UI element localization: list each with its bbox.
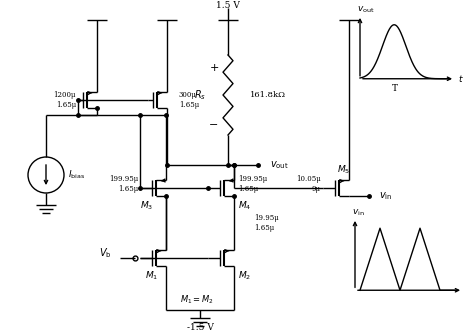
Text: $R_s$: $R_s$ — [194, 88, 206, 102]
Text: $M_5$: $M_5$ — [337, 164, 350, 176]
Text: $I_{\mathrm{bias}}$: $I_{\mathrm{bias}}$ — [68, 169, 85, 181]
Text: −: − — [210, 120, 219, 130]
Text: $M_3$: $M_3$ — [140, 200, 154, 212]
Text: $v_{\mathrm{out}}$: $v_{\mathrm{out}}$ — [357, 5, 374, 15]
Text: 300μ
1.65μ: 300μ 1.65μ — [179, 91, 199, 109]
Text: $v_{\mathrm{in}}$: $v_{\mathrm{in}}$ — [352, 208, 365, 218]
Text: $M_4$: $M_4$ — [238, 200, 251, 212]
Text: $V_{\mathrm{b}}$: $V_{\mathrm{b}}$ — [100, 246, 112, 260]
Text: $M_1 = M_2$: $M_1 = M_2$ — [180, 294, 214, 306]
Text: 19.95μ
1.65μ: 19.95μ 1.65μ — [254, 214, 279, 232]
Text: $v_{\mathrm{in}}$: $v_{\mathrm{in}}$ — [379, 190, 392, 202]
Text: $v_{\mathrm{out}}$: $v_{\mathrm{out}}$ — [270, 159, 289, 171]
Text: 199.95μ
1.65μ: 199.95μ 1.65μ — [238, 176, 267, 193]
Text: 161.8kΩ: 161.8kΩ — [250, 91, 286, 99]
Text: -1.5 V: -1.5 V — [187, 323, 213, 330]
Text: +: + — [210, 63, 219, 73]
Text: T: T — [392, 84, 398, 93]
Text: 1200μ
1.65μ: 1200μ 1.65μ — [54, 91, 76, 109]
Text: 199.95μ
1.65μ: 199.95μ 1.65μ — [109, 176, 138, 193]
Text: $t$: $t$ — [458, 73, 464, 84]
Text: 1.5 V: 1.5 V — [216, 1, 240, 10]
Text: $M_2$: $M_2$ — [238, 270, 251, 282]
Text: 10.05μ
9μ: 10.05μ 9μ — [296, 176, 321, 193]
Text: $M_1$: $M_1$ — [146, 270, 159, 282]
